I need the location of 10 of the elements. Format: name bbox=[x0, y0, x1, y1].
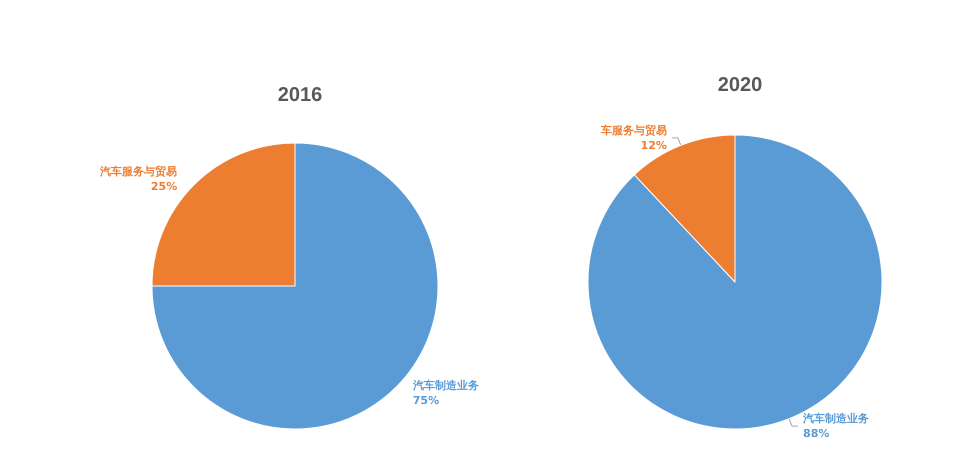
data-label: 88% bbox=[803, 427, 830, 440]
slice-label: 汽车制造业务 bbox=[802, 412, 870, 426]
chart-title: 2020 bbox=[718, 74, 762, 96]
data-label: 75% bbox=[412, 394, 440, 407]
slice-label: 汽车服务与贸易 bbox=[99, 165, 178, 178]
data-label: 12% bbox=[640, 138, 667, 152]
chart-title: 2016 bbox=[278, 84, 322, 106]
slice-label: 车服务与贸易 bbox=[600, 124, 667, 137]
data-label: 25% bbox=[150, 180, 178, 194]
slice-label: 汽车制造业务 bbox=[412, 378, 479, 392]
